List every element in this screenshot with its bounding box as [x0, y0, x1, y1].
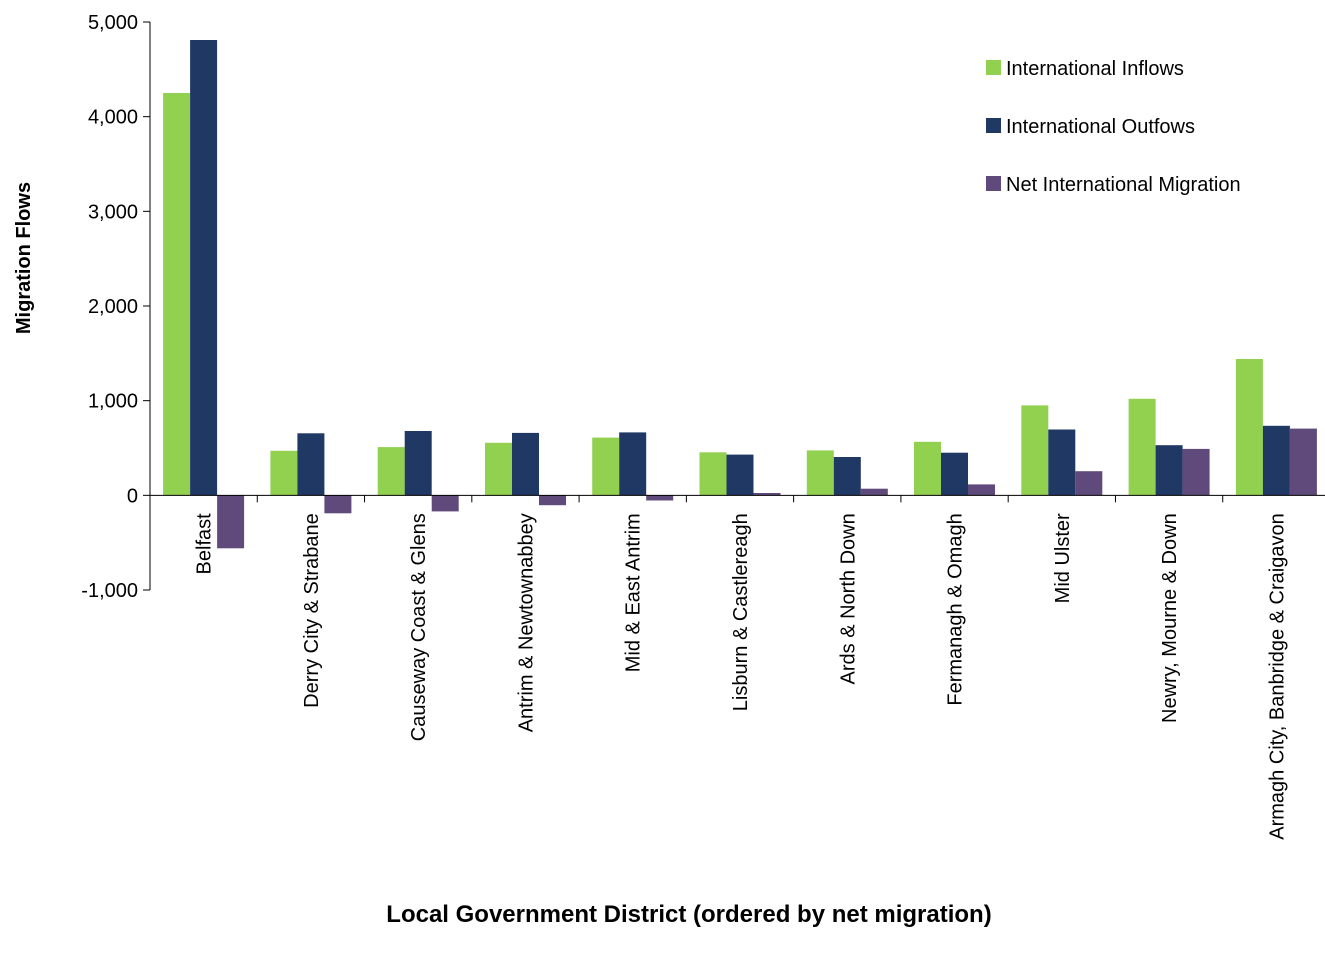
bar-inflows-9	[1128, 398, 1156, 496]
bar-inflows-1	[270, 450, 298, 496]
bar-outflows-2	[404, 431, 432, 496]
axes-layer	[143, 21, 1325, 591]
x-tick-label: Antrim & Newtownabbey	[516, 513, 538, 732]
x-tick-label: Armagh City, Banbridge & Craigavon	[1266, 513, 1288, 839]
y-tick-label: 4,000	[88, 107, 138, 129]
bars-layer	[163, 40, 1317, 549]
x-tick-label: Fermanagh & Omagh	[945, 513, 967, 705]
legend: International Inflows International Outfo…	[986, 58, 1241, 196]
legend-label: International Inflows	[1006, 58, 1184, 80]
bar-net-9	[1182, 448, 1210, 496]
x-tick-label: Mid & East Antrim	[623, 513, 645, 672]
bar-inflows-10	[1235, 359, 1263, 496]
bar-inflows-8	[1021, 405, 1049, 496]
bar-inflows-4	[592, 437, 620, 496]
legend-label: International Outfows	[1006, 116, 1195, 138]
bar-outflows-0	[190, 40, 218, 496]
labels-layer: -1,000 0 1,000 2,000 3,000 4,000 5,000 Belfast D…	[81, 12, 1288, 840]
bar-outflows-10	[1262, 425, 1290, 496]
bar-net-5	[753, 493, 781, 496]
legend-swatch	[986, 60, 1001, 75]
bar-outflows-3	[512, 432, 539, 496]
legend-swatch	[986, 176, 1001, 191]
bar-net-8	[1075, 471, 1103, 496]
x-tick-label: Ards & North Down	[837, 513, 859, 684]
bar-inflows-0	[163, 93, 191, 496]
bar-outflows-4	[619, 432, 647, 496]
bar-inflows-2	[377, 447, 405, 496]
bar-net-3	[539, 495, 566, 506]
bar-inflows-3	[485, 442, 512, 496]
y-tick-label: 5,000	[88, 12, 138, 34]
x-tick-label: Lisburn & Castlereagh	[730, 513, 752, 711]
y-tick-label: 0	[127, 485, 138, 507]
bar-inflows-6	[806, 450, 834, 496]
x-tick-label: Belfast	[194, 513, 216, 575]
x-tick-label: Newry, Mourne & Down	[1159, 513, 1181, 723]
bar-outflows-7	[941, 452, 968, 496]
bar-outflows-6	[833, 457, 861, 496]
y-tick-label: 3,000	[88, 201, 138, 223]
bar-net-0	[217, 495, 245, 549]
y-tick-label: 2,000	[88, 296, 138, 318]
bar-outflows-1	[297, 433, 325, 496]
bar-net-7	[968, 484, 995, 496]
bar-outflows-9	[1155, 445, 1183, 496]
bar-net-1	[324, 495, 352, 514]
y-axis-title: Migration Flows	[13, 182, 35, 334]
bar-inflows-7	[914, 441, 941, 496]
bar-net-6	[860, 488, 888, 496]
legend-swatch	[986, 118, 1001, 133]
y-tick-label: -1,000	[81, 580, 138, 602]
x-tick-label: Causeway Coast & Glens	[408, 513, 430, 741]
bar-inflows-5	[699, 452, 727, 496]
y-tick-label: 1,000	[88, 391, 138, 413]
bar-net-10	[1289, 428, 1317, 496]
bar-outflows-8	[1048, 429, 1076, 496]
x-tick-label: Derry City & Strabane	[301, 513, 323, 708]
bar-net-4	[646, 495, 674, 501]
x-tick-label: Mid Ulster	[1052, 513, 1074, 603]
x-axis-title: Local Government District (ordered by ne…	[386, 901, 991, 928]
legend-label: Net International Migration	[1006, 174, 1241, 196]
bar-net-2	[431, 495, 459, 512]
bar-outflows-5	[726, 454, 754, 496]
